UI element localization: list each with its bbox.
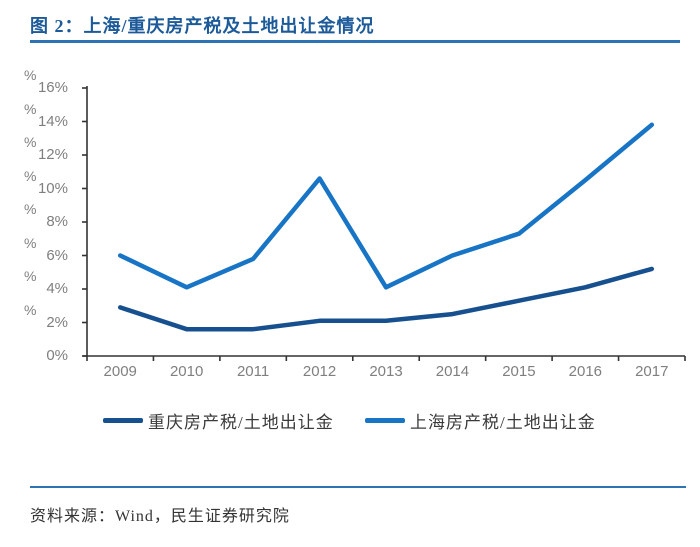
- legend-label-chongqing: 重庆房产税/土地出让金: [148, 413, 334, 432]
- y-axis-percent-mark: %: [24, 234, 37, 251]
- legend-item-shanghai: 上海房产税/土地出让金: [365, 408, 596, 433]
- figure-title: 图 2：上海/重庆房产税及土地出让金情况: [30, 16, 375, 36]
- x-axis-tick-label: 2010: [169, 363, 204, 380]
- series-line-0: [117, 266, 655, 332]
- legend-swatch-chongqing: [103, 418, 143, 423]
- y-axis-percent-mark: %: [24, 301, 37, 318]
- y-axis-percent-mark: %: [24, 67, 37, 83]
- x-axis-tick-label: 2016: [568, 363, 603, 380]
- y-axis-tick-label: 2%: [46, 313, 68, 331]
- y-axis-tick-label: 14%: [37, 112, 68, 130]
- y-axis-tick-label: 10%: [37, 179, 68, 197]
- series-line-1: [117, 122, 655, 290]
- title-underline: [30, 40, 680, 43]
- y-axis-percent-mark: %: [24, 167, 37, 184]
- x-axis-tick-label: 2011: [236, 363, 270, 380]
- y-axis-tick-label: 6%: [46, 246, 68, 264]
- chart-legend: 重庆房产税/土地出让金 上海房产税/土地出让金: [0, 408, 700, 436]
- x-axis-tick-label: 2012: [302, 363, 337, 380]
- x-axis-tick-label: 2017: [635, 363, 669, 380]
- y-axis-percent-mark: %: [24, 134, 37, 150]
- y-axis-tick-label: 12%: [37, 146, 68, 163]
- x-axis-tick-label: 2013: [369, 363, 403, 380]
- x-axis-tick-label: 2014: [435, 363, 470, 380]
- legend-label-shanghai: 上海房产税/土地出让金: [410, 413, 596, 432]
- y-axis-percent-mark: %: [24, 268, 37, 284]
- y-axis-tick-label: 16%: [37, 79, 68, 96]
- source-note: 资料来源：Wind，民生证券研究院: [30, 508, 290, 525]
- legend-item-chongqing: 重庆房产税/土地出让金: [103, 408, 334, 433]
- legend-swatch-shanghai: [365, 418, 405, 423]
- y-axis-tick-label: 0%: [46, 347, 68, 364]
- x-axis-tick-label: 2009: [103, 363, 137, 380]
- y-axis-tick-label: 8%: [46, 213, 68, 230]
- y-axis-percent-mark: %: [24, 100, 37, 117]
- y-axis-percent-mark: %: [24, 201, 37, 217]
- footer-divider: [30, 486, 686, 488]
- x-axis-tick-label: 2015: [502, 363, 536, 380]
- y-axis-tick-label: 4%: [46, 280, 68, 297]
- line-chart: 0% 2%% 4%% 6%% 8%% 10%% 12%% 14%% 16%% 2009 2010 20…: [0, 56, 700, 396]
- chart-canvas: [82, 86, 686, 361]
